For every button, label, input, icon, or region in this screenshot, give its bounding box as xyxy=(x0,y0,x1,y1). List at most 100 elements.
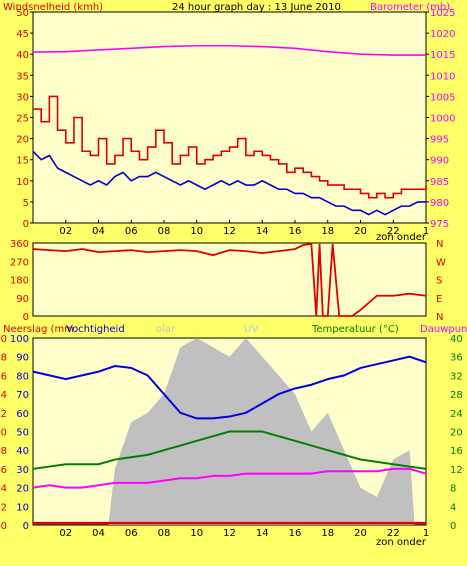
rain-tick: 4 xyxy=(1,484,7,495)
temp-tick: 4 xyxy=(450,502,456,513)
x-tick: 04 xyxy=(92,528,105,539)
x-tick: 14 xyxy=(256,528,269,539)
x-tick: 22 xyxy=(387,528,400,539)
x-tick: 10 xyxy=(190,226,203,237)
uv-label: UV xyxy=(244,324,258,335)
rain-tick: 6 xyxy=(1,465,7,476)
humidity-tick: 40 xyxy=(16,446,29,457)
wind-tick: 40 xyxy=(16,50,29,61)
baro-tick: 1015 xyxy=(430,50,455,61)
x-tick: 12 xyxy=(223,528,236,539)
x-tick: 06 xyxy=(125,528,138,539)
wind-tick: 10 xyxy=(16,177,29,188)
wind-tick: 35 xyxy=(16,71,29,82)
compass-tick: N xyxy=(436,239,443,250)
humidity-tick: 60 xyxy=(16,409,29,420)
temp-tick: 16 xyxy=(450,446,463,457)
solar-label: olar xyxy=(156,324,176,335)
temp-tick: 8 xyxy=(450,484,456,495)
x-tick: 08 xyxy=(158,226,171,237)
x-tick: 1 xyxy=(423,528,429,539)
baro-tick: 1020 xyxy=(430,29,455,40)
wind-tick: 25 xyxy=(16,114,29,125)
x-tick: 02 xyxy=(59,226,72,237)
humidity-tick: 80 xyxy=(16,371,29,382)
wind-tick: 20 xyxy=(16,135,29,146)
x-tick: 18 xyxy=(321,528,334,539)
baro-label: Barometer (mb) xyxy=(370,2,450,13)
baro-tick: 995 xyxy=(430,135,449,146)
sunset-note-3: zon onder xyxy=(376,537,427,548)
humidity-tick: 100 xyxy=(10,334,29,345)
humidity-tick: 30 xyxy=(16,465,29,476)
graph-title: 24 hour graph day : 13 June 2010 xyxy=(172,2,341,13)
rain-tick: 8 xyxy=(1,446,7,457)
temp-tick: 12 xyxy=(450,465,463,476)
compass-tick: N xyxy=(436,312,443,323)
humidity-label: Vochtigheid xyxy=(66,324,125,335)
rain-tick: 0 xyxy=(1,521,7,532)
humidity-line xyxy=(32,355,427,420)
wind-plot-area xyxy=(32,11,427,224)
barometer-line xyxy=(32,44,426,56)
x-tick: 16 xyxy=(289,226,302,237)
temp-tick: 20 xyxy=(450,428,463,439)
x-tick: 1 xyxy=(423,226,429,237)
baro-tick: 990 xyxy=(430,156,449,167)
baro-tick: 1025 xyxy=(430,8,455,19)
x-tick: 10 xyxy=(190,528,203,539)
direction-tick: 180 xyxy=(10,276,29,287)
temp-tick: 36 xyxy=(450,353,463,364)
baro-tick: 1005 xyxy=(430,92,455,103)
humidity-tick: 10 xyxy=(16,502,29,513)
temp-label: Temperatuur (°C) xyxy=(311,324,399,335)
wind-speed-line xyxy=(33,95,427,199)
rain-tick: 10 xyxy=(0,428,7,439)
humidity-tick: 70 xyxy=(16,390,29,401)
temp-tick: 28 xyxy=(450,390,463,401)
x-tick: 22 xyxy=(387,226,400,237)
wind-tick: 45 xyxy=(16,29,29,40)
direction-tick: 0 xyxy=(23,312,29,323)
rain-tick: 16 xyxy=(0,371,7,382)
x-tick: 20 xyxy=(354,528,367,539)
compass-tick: W xyxy=(436,257,446,268)
temp-tick: 40 xyxy=(450,334,463,345)
x-tick: 02 xyxy=(59,528,72,539)
humidity-tick: 90 xyxy=(16,353,29,364)
baro-tick: 985 xyxy=(430,177,449,188)
wind-tick: 0 xyxy=(23,219,29,230)
x-tick: 04 xyxy=(92,226,105,237)
compass-tick: E xyxy=(436,294,442,305)
x-tick: 18 xyxy=(321,226,334,237)
humidity-tick: 20 xyxy=(16,484,29,495)
baro-tick: 975 xyxy=(430,219,449,230)
baro-tick: 980 xyxy=(430,198,449,209)
x-tick: 20 xyxy=(354,226,367,237)
x-tick: 06 xyxy=(125,226,138,237)
wind-tick: 30 xyxy=(16,92,29,103)
x-tick: 14 xyxy=(256,226,269,237)
x-tick: 08 xyxy=(158,528,171,539)
humidity-tick: 0 xyxy=(23,521,29,532)
rain-tick: 12 xyxy=(0,409,7,420)
rain-label: Neerslag (mm xyxy=(3,324,74,335)
temp-tick: 0 xyxy=(450,521,456,532)
rain-tick: 2 xyxy=(1,502,7,513)
baro-tick: 1010 xyxy=(430,71,455,82)
direction-tick: 270 xyxy=(10,257,29,268)
compass-tick: S xyxy=(436,276,442,287)
direction-tick: 360 xyxy=(10,239,29,250)
rain-tick: 20 xyxy=(0,334,7,345)
direction-tick: 90 xyxy=(16,294,29,305)
dew-label: Dauwpunt xyxy=(420,324,467,335)
baro-tick: 1000 xyxy=(430,114,455,125)
temperature-line xyxy=(32,430,427,470)
wind-tick: 15 xyxy=(16,156,29,167)
wind-tick: 5 xyxy=(23,198,29,209)
direction-plot-area xyxy=(32,242,427,317)
x-tick: 16 xyxy=(289,528,302,539)
humidity-tick: 50 xyxy=(16,428,29,439)
